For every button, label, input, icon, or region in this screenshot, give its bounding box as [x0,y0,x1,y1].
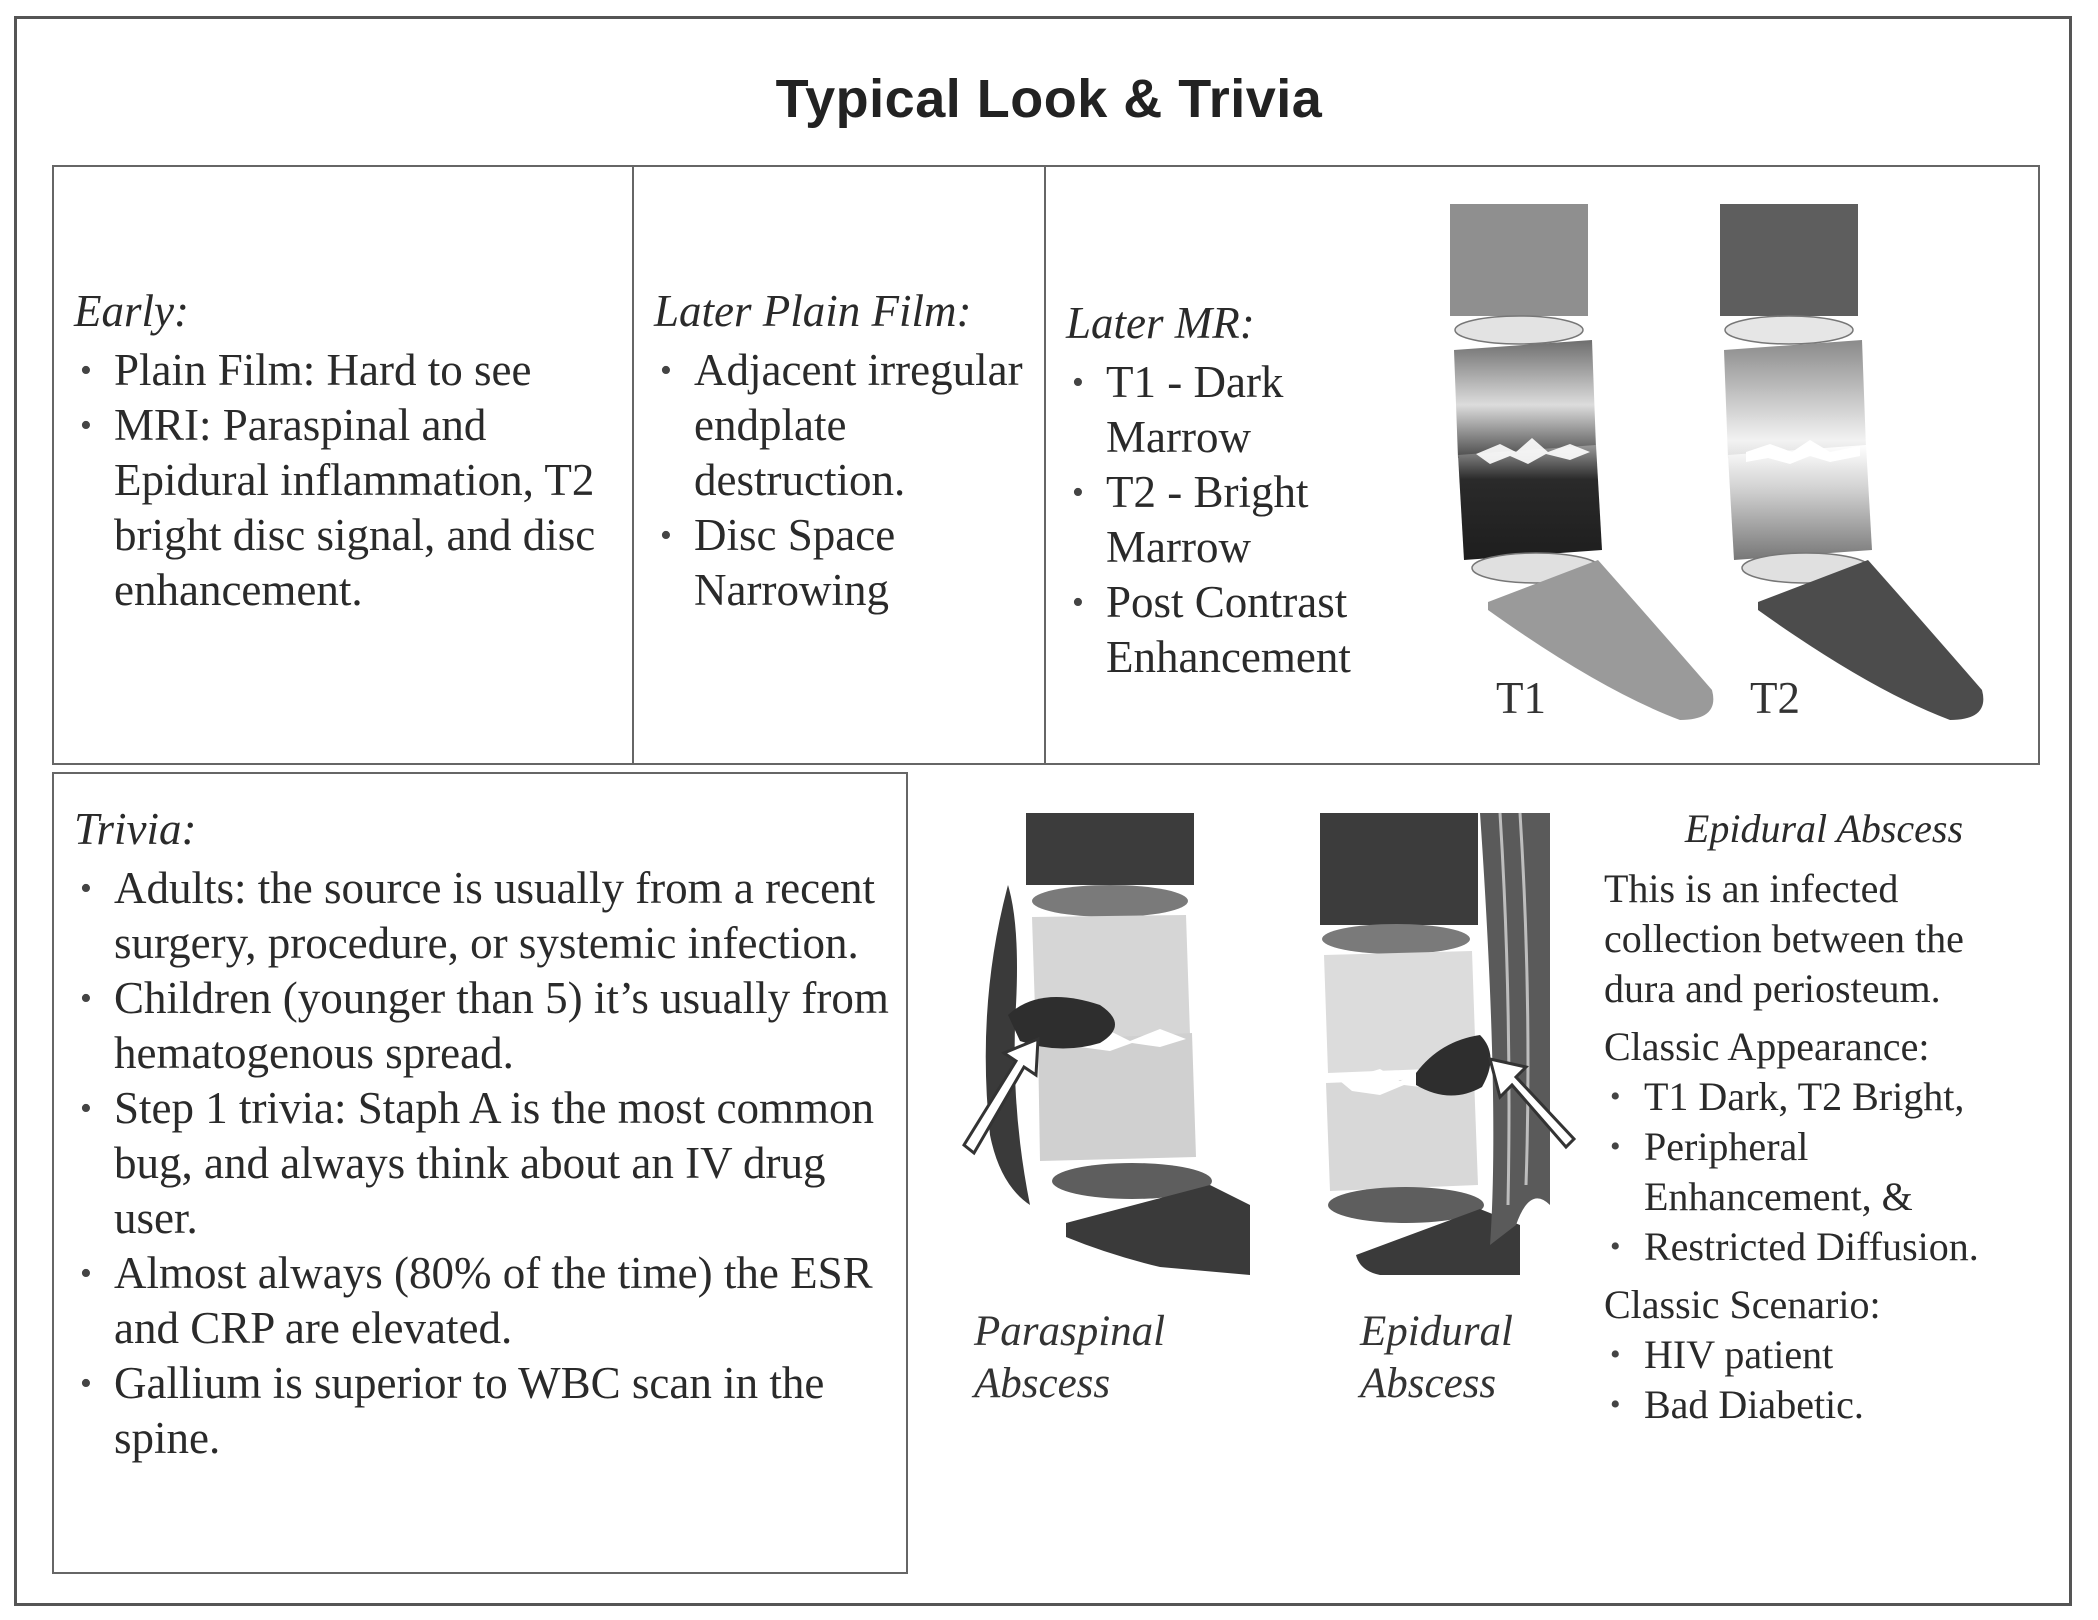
later-mr-section: Later MR: T1 - Dark Marrow T2 - Bright M… [1066,296,1406,685]
label-t2: T2 [1750,673,1800,723]
later-plain-film-list: Adjacent irregular endplate destruction.… [654,343,1024,618]
later-plain-film-heading: Later Plain Film: [654,286,972,336]
epidural-info-panel: Epidural Abscess This is an infected col… [1604,804,2044,1430]
trivia-item-gallium: Gallium is superior to WBC scan in the s… [74,1356,894,1466]
later-plain-film-item-narrowing: Disc Space Narrowing [654,508,1024,618]
appearance-item-diffusion: Restricted Diffusion. [1604,1222,2044,1272]
trivia-section: Trivia: Adults: the source is usually fr… [74,802,894,1466]
epidural-caption-line1: Epidural [1360,1308,1513,1355]
page-title: Typical Look & Trivia [775,69,1323,129]
trivia-item-adults: Adults: the source is usually from a rec… [74,861,894,971]
trivia-box [52,772,908,1574]
scenario-item-diabetic: Bad Diabetic. [1604,1380,2044,1430]
early-heading: Early: [74,286,189,336]
early-item-mri: MRI: Paraspinal and Epidural inflammatio… [74,398,619,618]
paraspinal-abscess-drawing [962,813,1250,1275]
abscess-illustrations [962,812,1577,1275]
epidural-info-heading: Epidural Abscess [1684,806,1964,851]
trivia-item-step1: Step 1 trivia: Staph A is the most commo… [74,1081,894,1246]
paraspinal-caption: Paraspinal Abscess [974,1306,1165,1410]
t2-spine-drawing [1720,204,1984,720]
later-mr-item-t2: T2 - Bright Marrow [1066,465,1406,575]
later-mr-item-t1: T1 - Dark Marrow [1066,355,1406,465]
epidural-abscess-drawing [1320,812,1577,1275]
trivia-item-children: Children (younger than 5) it’s usually f… [74,971,894,1081]
classic-scenario-list: HIV patient Bad Diabetic. [1604,1330,2044,1430]
trivia-list: Adults: the source is usually from a rec… [74,861,894,1466]
appearance-item-t1-t2: T1 Dark, T2 Bright, [1604,1072,2044,1122]
mr-spine-illustration [1450,204,1984,720]
later-mr-heading: Later MR: [1066,298,1255,348]
trivia-item-esr-crp: Almost always (80% of the time) the ESR … [74,1246,894,1356]
paraspinal-caption-line2: Abscess [974,1360,1111,1407]
classic-appearance-heading: Classic Appearance: [1604,1024,1930,1069]
epidural-caption-line2: Abscess [1360,1360,1497,1407]
classic-appearance-list: T1 Dark, T2 Bright, Peripheral Enhanceme… [1604,1072,2044,1272]
label-t1: T1 [1496,673,1546,723]
later-mr-box [1044,165,2040,765]
early-item-plain-film: Plain Film: Hard to see [74,343,619,398]
later-plain-film-section: Later Plain Film: Adjacent irregular end… [654,284,1024,618]
epidural-info-description: This is an infected collection between t… [1604,866,1964,1011]
t1-spine-drawing [1450,204,1714,720]
early-list: Plain Film: Hard to see MRI: Paraspinal … [74,343,619,618]
paraspinal-caption-line1: Paraspinal [974,1308,1166,1355]
later-mr-list: T1 - Dark Marrow T2 - Bright Marrow Post… [1066,355,1406,685]
epidural-caption: Epidural Abscess [1360,1306,1513,1410]
later-plain-film-item-endplate: Adjacent irregular endplate destruction. [654,343,1024,508]
classic-scenario-heading: Classic Scenario: [1604,1282,1881,1327]
appearance-item-enhancement: Peripheral Enhancement, & [1604,1122,2044,1222]
scenario-item-hiv: HIV patient [1604,1330,2044,1380]
later-mr-item-contrast: Post Contrast Enhancement [1066,575,1406,685]
early-section: Early: Plain Film: Hard to see MRI: Para… [74,284,619,618]
trivia-heading: Trivia: [74,804,197,854]
